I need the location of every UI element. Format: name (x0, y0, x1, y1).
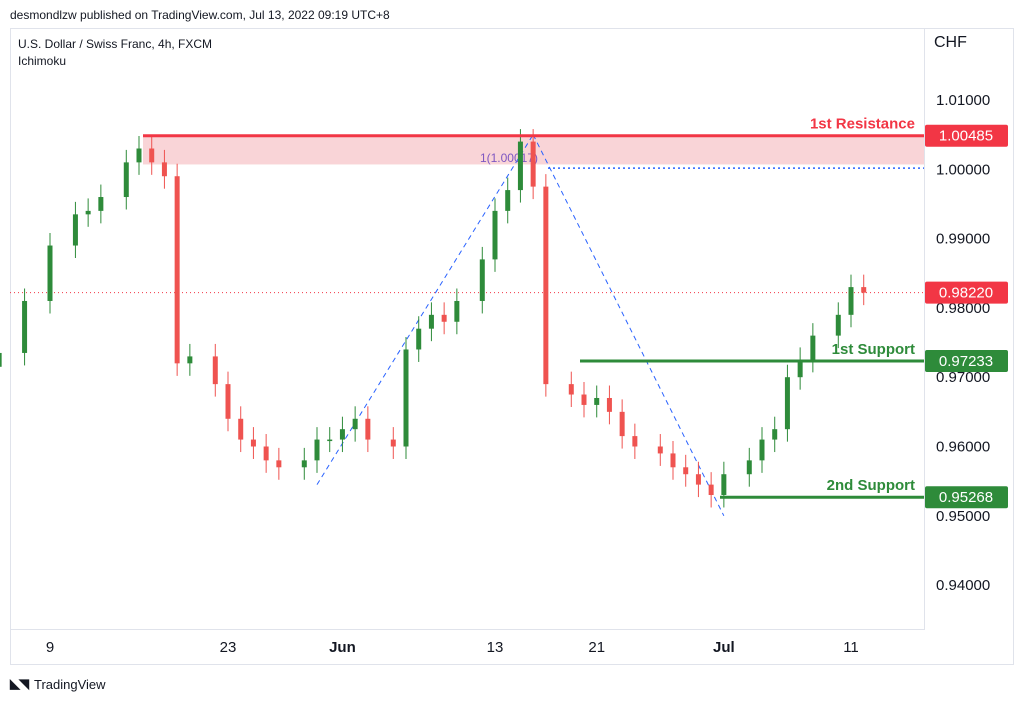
candle-body (861, 287, 867, 293)
candle-body (594, 397, 600, 405)
candle-body (835, 314, 841, 336)
candle-body (708, 484, 714, 496)
candle-body (187, 356, 193, 364)
candle-body (47, 245, 53, 301)
x-tick-label: Jun (329, 639, 356, 656)
candle-body (123, 162, 129, 198)
candle-body (619, 411, 625, 437)
level-label: 2nd Support (827, 477, 915, 494)
y-tick-label: 0.99000 (936, 231, 990, 248)
candle-body (746, 460, 752, 475)
candle-body (632, 436, 638, 447)
price-tag-label: 0.95268 (939, 489, 993, 506)
x-tick-label: 21 (588, 639, 605, 656)
candle-body (543, 186, 549, 385)
candle-body (403, 349, 409, 447)
x-tick-label: 13 (487, 639, 504, 656)
x-tick-label: 23 (220, 639, 237, 656)
candle-body (517, 141, 523, 191)
candle-body (784, 377, 790, 430)
candle-body (810, 335, 816, 360)
x-tick-label: Jul (713, 639, 735, 656)
y-tick-label: 1.01000 (936, 92, 990, 109)
candle-body (759, 439, 765, 461)
price-tag-label: 1.00485 (939, 128, 993, 145)
y-tick-label: 1.00000 (936, 161, 990, 178)
footer: ◣◥ TradingView (10, 676, 106, 692)
candle-body (72, 214, 78, 246)
candle-body (174, 176, 180, 364)
candle-body (238, 418, 244, 440)
indicator-label[interactable]: Ichimoku (18, 54, 67, 68)
candle-body (428, 314, 434, 329)
chart-frame (10, 28, 1014, 665)
price-tag-label: 0.97233 (939, 353, 993, 370)
candle-body (441, 314, 447, 322)
candle-body (212, 356, 218, 385)
level-label: 1st Support (832, 341, 915, 358)
candle-body (85, 210, 91, 215)
fib-label: 1(1.00017) (480, 151, 538, 165)
plot-area[interactable] (10, 28, 925, 630)
candle-body (250, 439, 256, 447)
candle-body (683, 467, 689, 475)
candle-body (98, 197, 104, 211)
y-tick-label: 0.96000 (936, 439, 990, 456)
candle-body (695, 474, 701, 485)
candle-body (721, 474, 727, 496)
candle-body (149, 148, 155, 163)
y-tick-label: 0.98000 (936, 300, 990, 317)
candle-body (530, 141, 536, 187)
publisher-header: desmondlzw published on TradingView.com,… (10, 8, 390, 22)
candle-body (797, 359, 803, 378)
candle-body (314, 439, 320, 461)
y-tick-label: 0.95000 (936, 508, 990, 525)
chart-legend: U.S. Dollar / Swiss Franc, 4h, FXCM Ichi… (18, 36, 212, 70)
candle-body (327, 439, 333, 442)
y-axis-currency: CHF (934, 34, 967, 51)
candle-body (301, 460, 307, 468)
candle-body (0, 352, 2, 367)
candle-body (390, 439, 396, 447)
candle-body (492, 210, 498, 260)
candle-body (670, 453, 676, 468)
candle-body (606, 397, 612, 412)
level-label: 1st Resistance (810, 116, 915, 133)
candle-body (225, 384, 231, 419)
candle-body (365, 418, 371, 440)
fib-swing-line (316, 134, 534, 485)
y-tick-label: 0.97000 (936, 369, 990, 386)
candle-body (581, 394, 587, 405)
candle-body (479, 259, 485, 301)
candle-body (161, 162, 167, 177)
candle-body (22, 300, 28, 353)
candle-body (263, 446, 269, 461)
candle-body (568, 384, 574, 395)
candle-body (416, 328, 422, 350)
candle-body (657, 446, 663, 454)
footer-brand[interactable]: TradingView (34, 676, 106, 692)
x-tick-label: 11 (843, 639, 859, 656)
current-price-label: 0.98220 (939, 285, 993, 302)
candle-body (848, 287, 854, 315)
candle-body (276, 460, 282, 468)
price-tag (925, 124, 1008, 147)
price-tag (925, 350, 1008, 373)
candle-body (136, 148, 142, 163)
price-tag (925, 486, 1008, 509)
candle-body (454, 300, 460, 322)
current-price-tag (925, 281, 1008, 304)
x-tick-label: 9 (46, 639, 54, 656)
candle-body (352, 418, 358, 430)
candle-body (505, 190, 511, 211)
y-tick-label: 0.94000 (936, 577, 990, 594)
candle-body (772, 429, 778, 440)
symbol-label[interactable]: U.S. Dollar / Swiss Franc, 4h, FXCM (18, 37, 213, 51)
candle-body (339, 429, 345, 440)
fib-swing-line (532, 134, 725, 517)
tradingview-logo-icon[interactable]: ◣◥ (10, 676, 29, 691)
